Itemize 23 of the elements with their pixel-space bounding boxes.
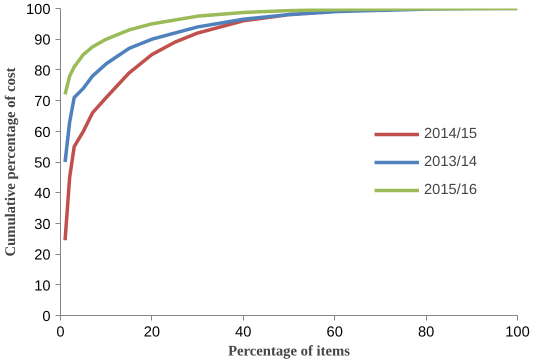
x-tick-label: 80: [418, 324, 434, 340]
x-axis-title: Percentage of items: [228, 344, 350, 360]
y-tick-label: 20: [34, 248, 51, 264]
y-tick-label: 40: [34, 186, 51, 202]
y-tick-label: 80: [34, 63, 51, 80]
x-tick-label: 60: [326, 324, 343, 340]
x-tick-label: 20: [144, 324, 160, 340]
line-series: [63, 8, 518, 96]
x-tick-label: 40: [235, 324, 252, 340]
x-tick-label: 0: [56, 324, 65, 340]
legend-label: 2015/16: [424, 182, 477, 198]
y-tick-label: 50: [34, 156, 51, 172]
y-axis-title: Cumulative percentage of cost: [3, 67, 20, 256]
y-tick-label: 10: [34, 278, 51, 294]
legend-label: 2014/15: [424, 126, 477, 142]
y-tick-label: 100: [26, 2, 51, 18]
y-tick-label: 0: [42, 309, 51, 325]
y-tick-label: 30: [34, 216, 51, 233]
y-tick-label: 90: [34, 32, 51, 49]
x-tick-label: 100: [505, 324, 530, 340]
legend-label: 2013/14: [424, 154, 477, 170]
y-tick-label: 60: [34, 124, 51, 141]
y-tick-label: 70: [34, 94, 51, 110]
